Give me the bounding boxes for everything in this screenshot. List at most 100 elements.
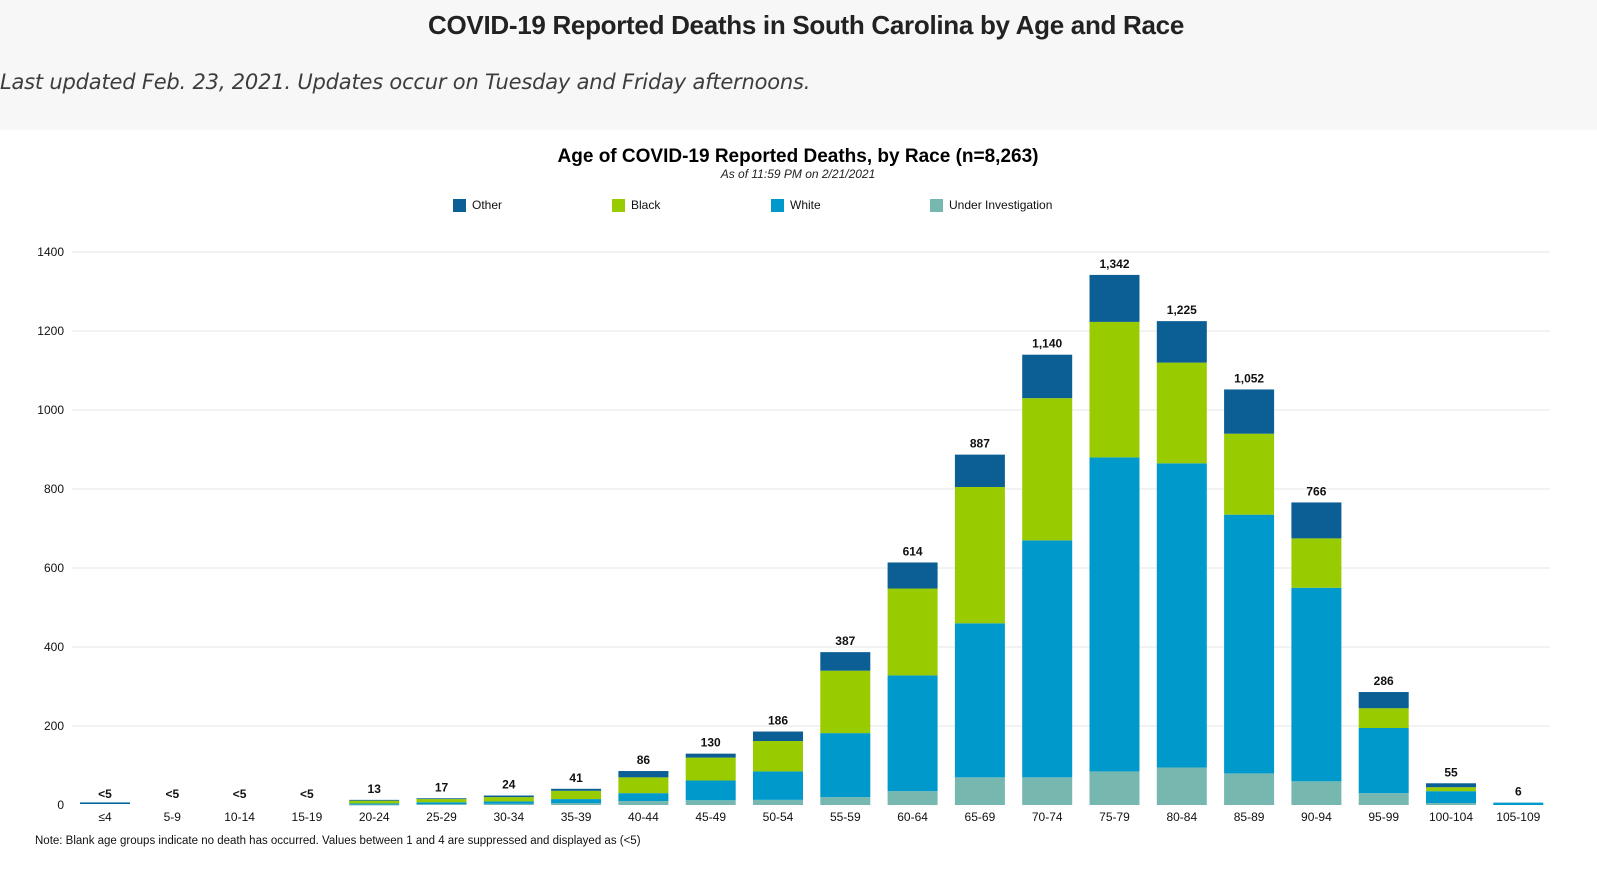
bar-segment-black	[416, 799, 467, 803]
bar-total-label: 41	[569, 771, 583, 785]
bar-segment-under-investigation	[618, 801, 669, 805]
bar-group-25-29: 17	[416, 780, 467, 806]
bar-segment-black	[551, 790, 602, 800]
bar-total-label: 6	[1515, 785, 1522, 799]
bar-total-label: 55	[1444, 765, 1458, 779]
x-tick-label: 75-79	[1099, 810, 1130, 824]
bar-group-20-24: 13	[349, 782, 400, 806]
bar-segment-black	[1291, 538, 1342, 588]
bar-total-label: 24	[502, 778, 516, 792]
x-tick-label: 60-64	[897, 810, 928, 824]
bar-segment-white	[483, 801, 534, 804]
legend-label-under-investigation: Under Investigation	[949, 198, 1052, 212]
bar-segment-other	[685, 753, 736, 758]
bar-segment-other	[551, 788, 602, 791]
bar-total-label: <5	[233, 787, 247, 801]
bar-segment-white	[1089, 457, 1140, 772]
bar-total-label: 186	[768, 714, 788, 728]
y-tick-200: 200	[44, 719, 64, 733]
y-tick-1000: 1000	[37, 403, 64, 417]
bar-group-55-59: 387	[820, 634, 871, 805]
bar-total-label: 1,052	[1234, 371, 1264, 385]
bar-segment-white	[887, 675, 938, 792]
x-tick-label: 40-44	[628, 810, 659, 824]
bar-segment-under-investigation	[887, 791, 938, 805]
x-tick-label: 5-9	[164, 810, 182, 824]
bar-group-85-89: 1,052	[1224, 371, 1275, 805]
bar-segment-white	[685, 780, 736, 801]
bar-segment-under-investigation	[1089, 771, 1140, 805]
bar-total-label: <5	[98, 787, 112, 801]
y-axis: 0 200 400 600 800 1000 1200 1400	[37, 245, 64, 812]
bar-total-label: 286	[1374, 674, 1394, 688]
x-tick-label: 15-19	[292, 810, 323, 824]
bar-group-le4: <5	[80, 787, 130, 804]
bar-segment-white	[1224, 514, 1275, 774]
bar-segment-white	[1156, 463, 1207, 768]
bar-segment-other	[1089, 274, 1140, 322]
bar-segment-under-investigation	[1426, 803, 1476, 805]
bar-segment-white	[753, 771, 803, 800]
bar-group-105-109: 6	[1493, 785, 1544, 805]
bar-segment-under-investigation	[483, 803, 534, 805]
x-tick-label: 85-89	[1234, 810, 1265, 824]
bar-segment-white	[1493, 802, 1544, 805]
legend-label-black: Black	[631, 198, 661, 212]
bar-group-5-9: <5	[165, 787, 179, 801]
bar-segment-white	[1022, 540, 1073, 778]
bar-total-label: 387	[835, 634, 855, 648]
x-axis: ≤4 5-9 10-14 15-19 20-24 25-29 30-34 35-39 40-44…	[98, 810, 1540, 824]
bar-group-60-64: 614	[887, 544, 938, 805]
page-subtitle: Last updated Feb. 23, 2021. Updates occu…	[0, 70, 811, 94]
bar-group-95-99: 286	[1358, 674, 1409, 805]
x-tick-label: 105-109	[1496, 810, 1540, 824]
x-tick-label: 50-54	[763, 810, 794, 824]
bar-total-label: 1,225	[1167, 303, 1197, 317]
stacked-bar-chart: Age of COVID-19 Reported Deaths, by Race…	[35, 146, 1550, 847]
y-tick-1400: 1400	[37, 245, 64, 259]
legend-swatch-white	[771, 199, 784, 212]
legend-swatch-black	[612, 199, 625, 212]
bar-segment-white	[618, 793, 669, 802]
bar-segment-black	[349, 800, 400, 804]
bar-segment-black	[618, 777, 669, 794]
bar-segment-suppressed	[80, 802, 130, 804]
bar-group-50-54: 186	[753, 714, 803, 805]
bar-segment-under-investigation	[416, 804, 467, 806]
bar-segment-other	[349, 799, 400, 801]
x-tick-label: 100-104	[1429, 810, 1473, 824]
bar-group-35-39: 41	[551, 771, 602, 805]
x-tick-label: 20-24	[359, 810, 390, 824]
bar-segment-white	[349, 803, 400, 805]
bar-segment-under-investigation	[1156, 767, 1207, 805]
bar-total-label: 13	[368, 782, 382, 796]
y-tick-600: 600	[44, 561, 64, 575]
bar-segment-under-investigation	[685, 800, 736, 805]
legend-swatch-other	[453, 199, 466, 212]
legend-label-other: Other	[472, 198, 502, 212]
bar-segment-black	[1224, 433, 1275, 515]
bar-total-label: 887	[970, 437, 990, 451]
bar-group-30-34: 24	[483, 778, 534, 805]
bar-group-100-104: 55	[1426, 765, 1476, 805]
bar-segment-other	[416, 798, 467, 800]
y-tick-400: 400	[44, 640, 64, 654]
bar-segment-black	[1156, 362, 1207, 464]
bar-group-40-44: 86	[618, 753, 669, 805]
bar-segment-black	[1358, 708, 1409, 728]
x-tick-label: 65-69	[965, 810, 996, 824]
bar-segment-other	[1156, 321, 1207, 363]
chart-note: Note: Blank age groups indicate no death…	[35, 835, 641, 847]
bar-total-label: 614	[903, 544, 923, 558]
bar-segment-white	[551, 799, 602, 804]
chart-title: Age of COVID-19 Reported Deaths, by Race…	[558, 146, 1039, 167]
x-tick-label: 90-94	[1301, 810, 1332, 824]
bar-segment-other	[1291, 502, 1342, 539]
bar-group-80-84: 1,225	[1156, 303, 1207, 805]
chart-bars: <5 <5 <5 <5 13 17 24 41 86 130 186 387 614 887 1,140 1,…	[80, 257, 1544, 806]
bar-segment-under-investigation	[820, 797, 871, 805]
bar-group-75-79: 1,342	[1089, 257, 1140, 805]
bar-segment-under-investigation	[1291, 781, 1342, 805]
bar-segment-other	[820, 652, 871, 671]
header-band	[0, 0, 1597, 130]
